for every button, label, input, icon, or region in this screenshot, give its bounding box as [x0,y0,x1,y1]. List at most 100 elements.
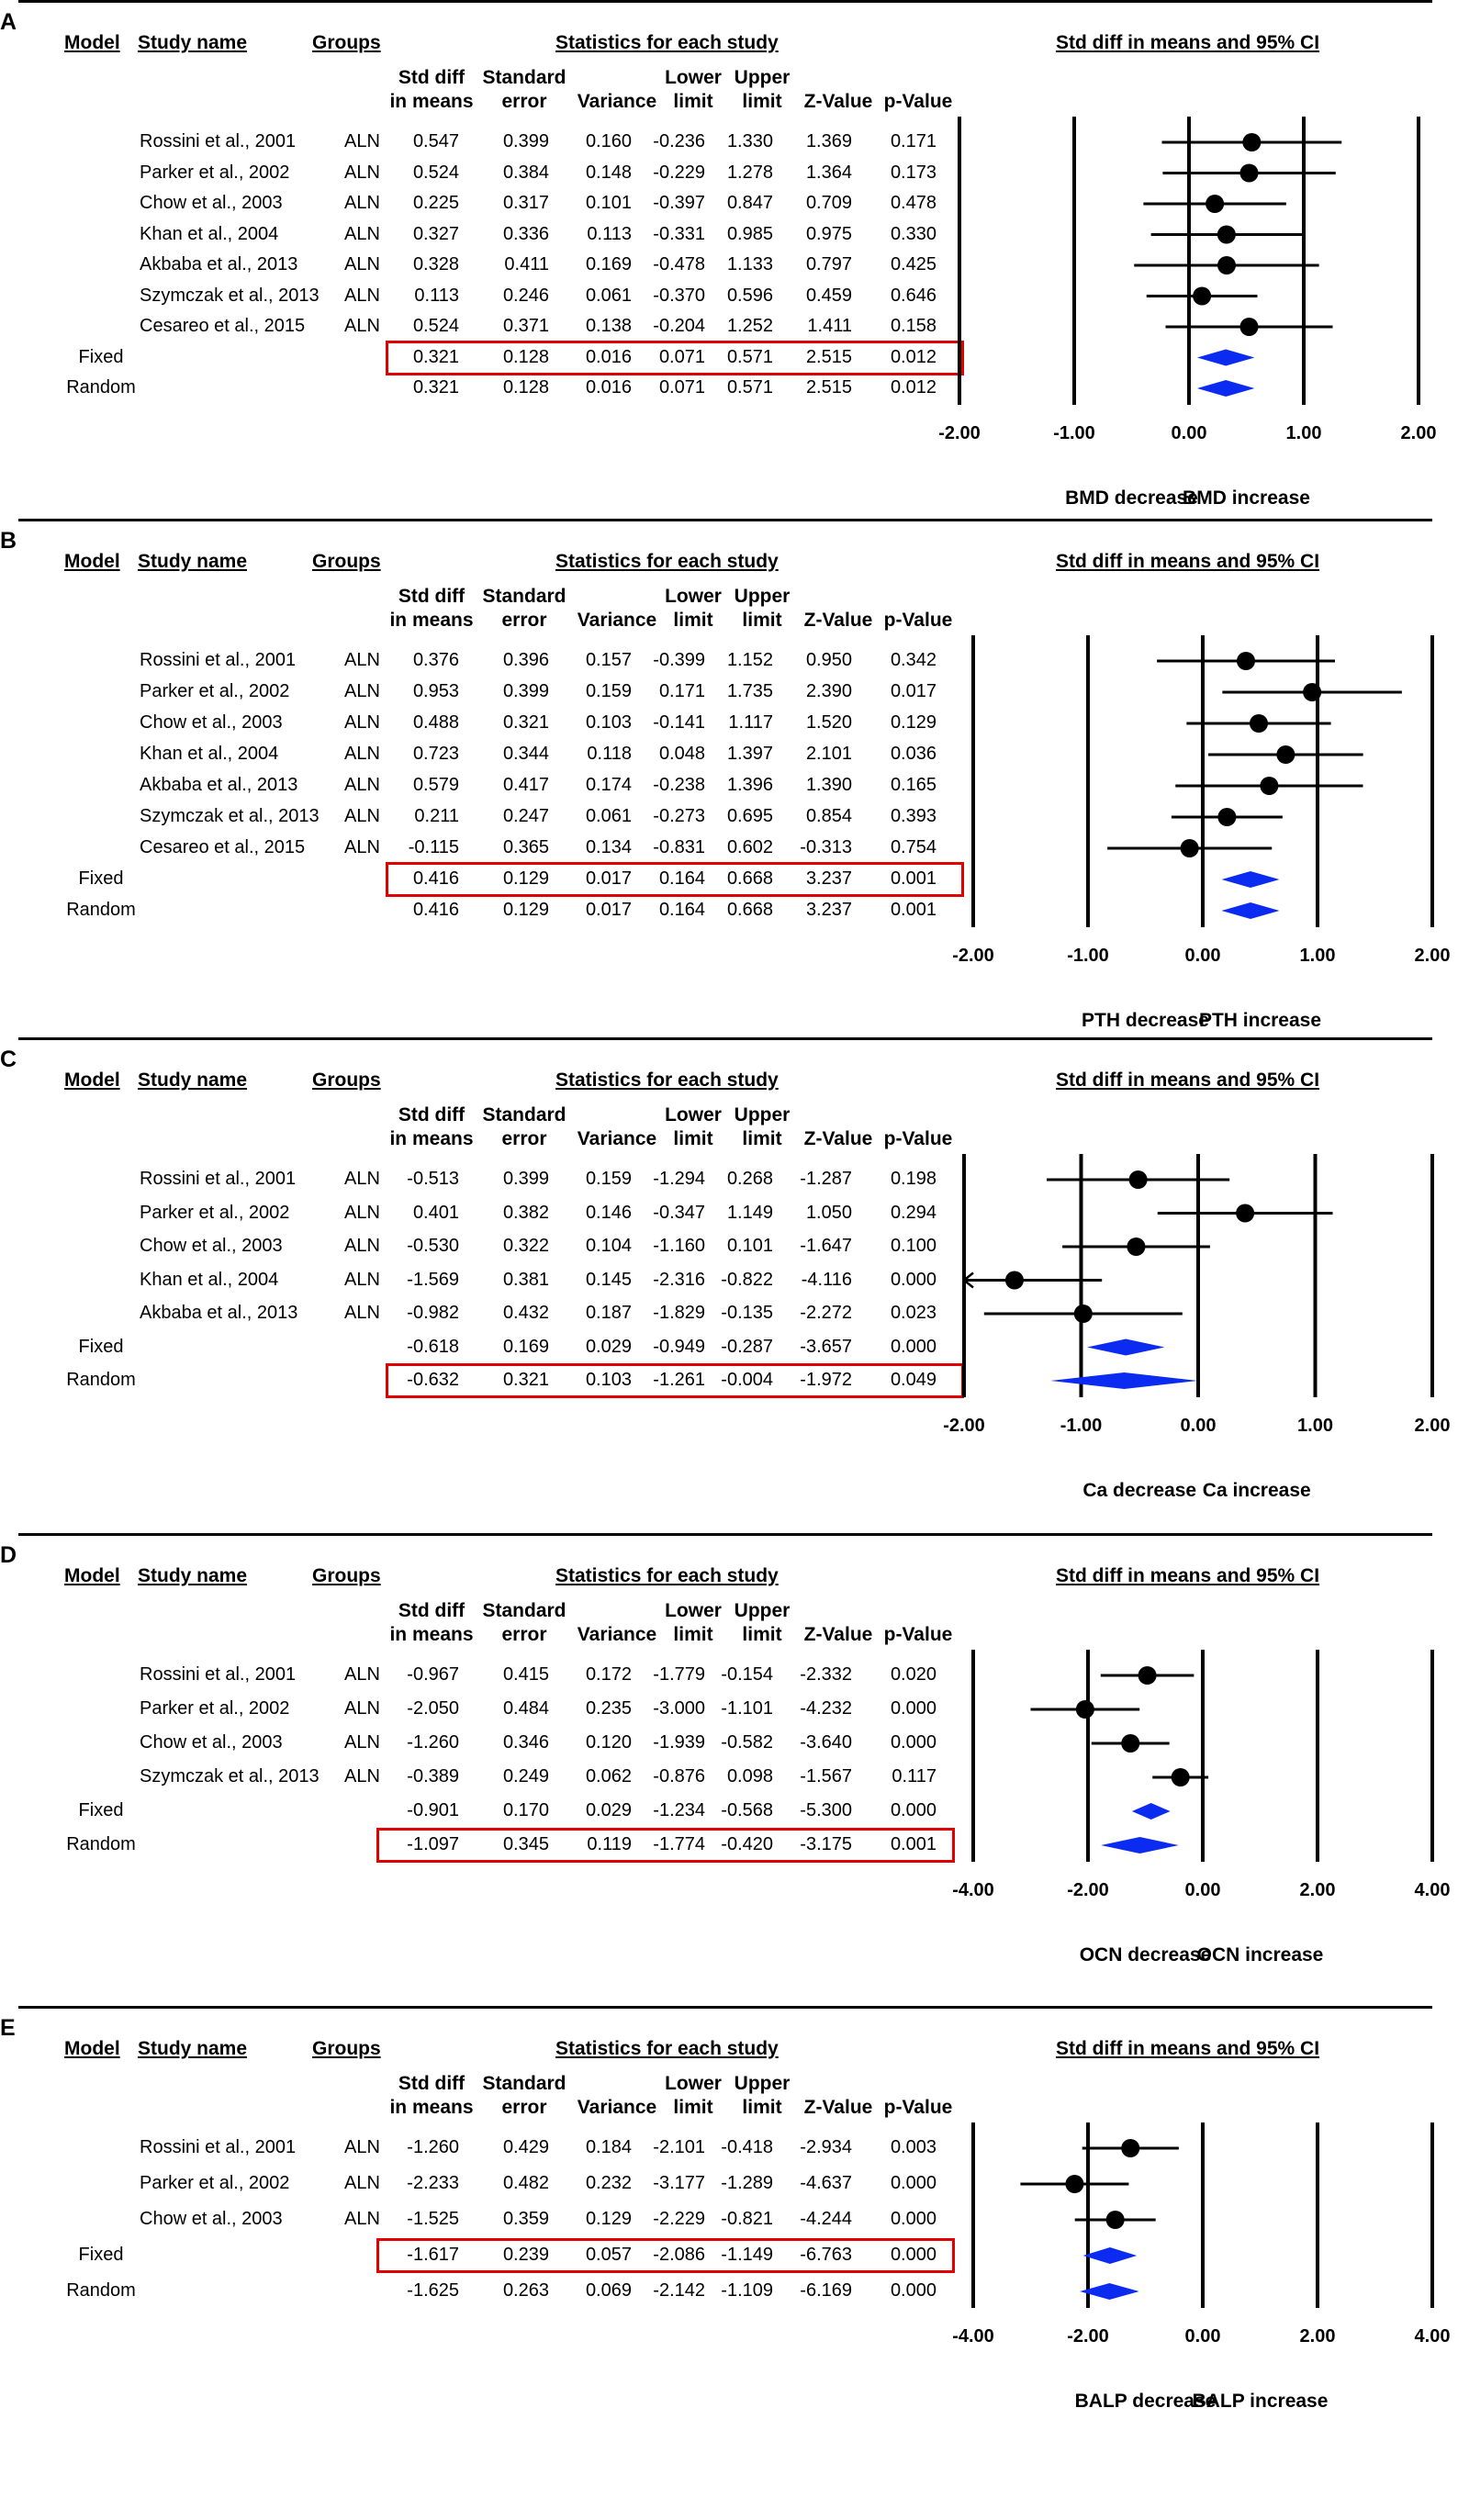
panel-label: B [0,528,17,554]
p-value: 0.049 [890,1370,936,1390]
point-estimate-marker [1171,1768,1190,1786]
lower-limit-header: Lower limit [643,1599,744,1647]
left-direction-label: BMD decrease [1065,487,1198,509]
lower-limit-header-line1: Lower [665,1104,722,1126]
axis-tick-label: -2.00 [1067,1880,1109,1900]
upper-value: -1.101 [721,1698,773,1719]
est-value: 0.579 [412,775,459,795]
axis-tick-label: 2.00 [1414,1416,1451,1436]
z-value: 2.515 [805,346,852,367]
upper-limit-header-line2: limit [742,1128,782,1149]
axis-tick-label: 0.00 [1180,1416,1217,1436]
se-value: 0.170 [502,1800,549,1820]
z-value: 1.390 [805,775,852,795]
est-value: -2.233 [407,2173,459,2193]
z-value-header: Z-Value [788,1599,889,1647]
p-value: 0.330 [890,223,936,244]
summary-diamond [1131,1803,1171,1820]
lower-value: 0.164 [658,868,705,889]
group-label: ALN [344,650,380,670]
est-value: -1.617 [407,2245,459,2265]
lower-value: -1.160 [653,1236,705,1256]
study-name: Chow et al., 2003 [140,1732,283,1753]
upper-limit-header: Upper limit [712,585,813,633]
p-value: 0.165 [890,775,936,795]
axis-tick-label: 2.00 [1400,423,1437,443]
model-label: Random [66,1370,136,1390]
var-value: 0.129 [585,2209,632,2229]
upper-limit-header-line1: Upper [734,586,791,607]
lower-value: -1.939 [653,1732,705,1753]
p-value: 0.012 [890,346,936,367]
z-value: 1.364 [805,162,852,183]
var-value: 0.017 [585,900,632,920]
lower-value: 0.164 [658,900,705,920]
p-value: 0.001 [890,1834,936,1854]
lower-value: -2.229 [653,2209,705,2229]
point-estimate-marker [1217,808,1237,826]
upper-value: -0.135 [721,1303,773,1323]
upper-value: -0.154 [721,1664,773,1685]
axis-tick-label: -1.00 [1067,946,1109,966]
z-value: -2.934 [800,2137,852,2157]
study-name-column-header: Study name [138,32,248,53]
group-label: ALN [344,1664,380,1685]
lower-value: -1.774 [653,1834,705,1854]
variance-header-line2: Variance [577,1624,657,1645]
point-estimate-marker [1217,225,1236,244]
upper-value: 1.117 [728,712,773,733]
est-value: -1.260 [407,2137,459,2157]
point-estimate-marker [1242,133,1262,151]
axis-tick-label: 0.00 [1184,2326,1221,2346]
forest-plot-d [971,1650,1434,1862]
left-direction-label: BALP decrease [1074,2391,1217,2412]
var-value: 0.062 [585,1766,632,1786]
z-value-header-line2: Z-Value [803,91,873,112]
est-value: 0.488 [412,712,459,733]
upper-value: 1.278 [726,162,773,183]
p-value: 0.117 [892,1766,936,1786]
var-value: 0.187 [585,1303,632,1323]
z-value: 2.390 [805,681,852,701]
est-value: 0.547 [412,131,459,151]
right-direction-label: PTH increase [1198,1010,1322,1031]
se-value: 0.399 [502,681,549,701]
statistics-section-title: Statistics for each study [555,32,779,53]
se-value: 0.432 [502,1303,549,1323]
p-value-header-line2: p-Value [883,610,953,631]
var-value: 0.184 [585,2137,632,2157]
group-label: ALN [344,285,380,306]
se-value: 0.344 [502,744,549,764]
est-value: -0.513 [407,1169,459,1189]
variance-header-line2: Variance [577,2097,657,2118]
lower-limit-header-line2: limit [673,91,713,112]
model-column-header: Model [64,1070,120,1091]
lower-value: -0.399 [653,650,705,670]
lower-value: 0.048 [658,744,705,764]
se-value: 0.246 [502,285,549,306]
upper-value: 1.397 [726,744,773,764]
z-value: -4.244 [800,2209,852,2229]
highlighted-summary-box [386,340,964,375]
variance-header-line2: Variance [577,91,657,112]
study-name: Khan et al., 2004 [140,744,279,764]
summary-diamond [1196,380,1255,397]
model-label: Fixed [78,1336,124,1357]
lower-limit-header-line1: Lower [665,67,722,88]
axis-tick-label: -1.00 [1053,423,1095,443]
upper-limit-header-line2: limit [742,610,782,631]
p-value: 0.158 [890,316,936,336]
est-value: 0.376 [412,650,459,670]
upper-value: 0.695 [726,806,773,826]
est-value: -1.260 [407,1732,459,1753]
group-label: ALN [344,712,380,733]
forest-panel-e: E Model Study name Groups Statistics for eac… [0,2006,1458,2520]
lower-limit-header-line2: limit [673,2097,713,2118]
se-value: 0.346 [502,1732,549,1753]
se-value: 0.247 [502,806,549,826]
se-value: 0.345 [502,1834,549,1854]
std-diff-header: Std diff in means [381,66,482,114]
panel-separator [18,1533,1432,1536]
lower-limit-header-line1: Lower [665,2073,722,2094]
upper-value: -0.287 [721,1336,773,1357]
